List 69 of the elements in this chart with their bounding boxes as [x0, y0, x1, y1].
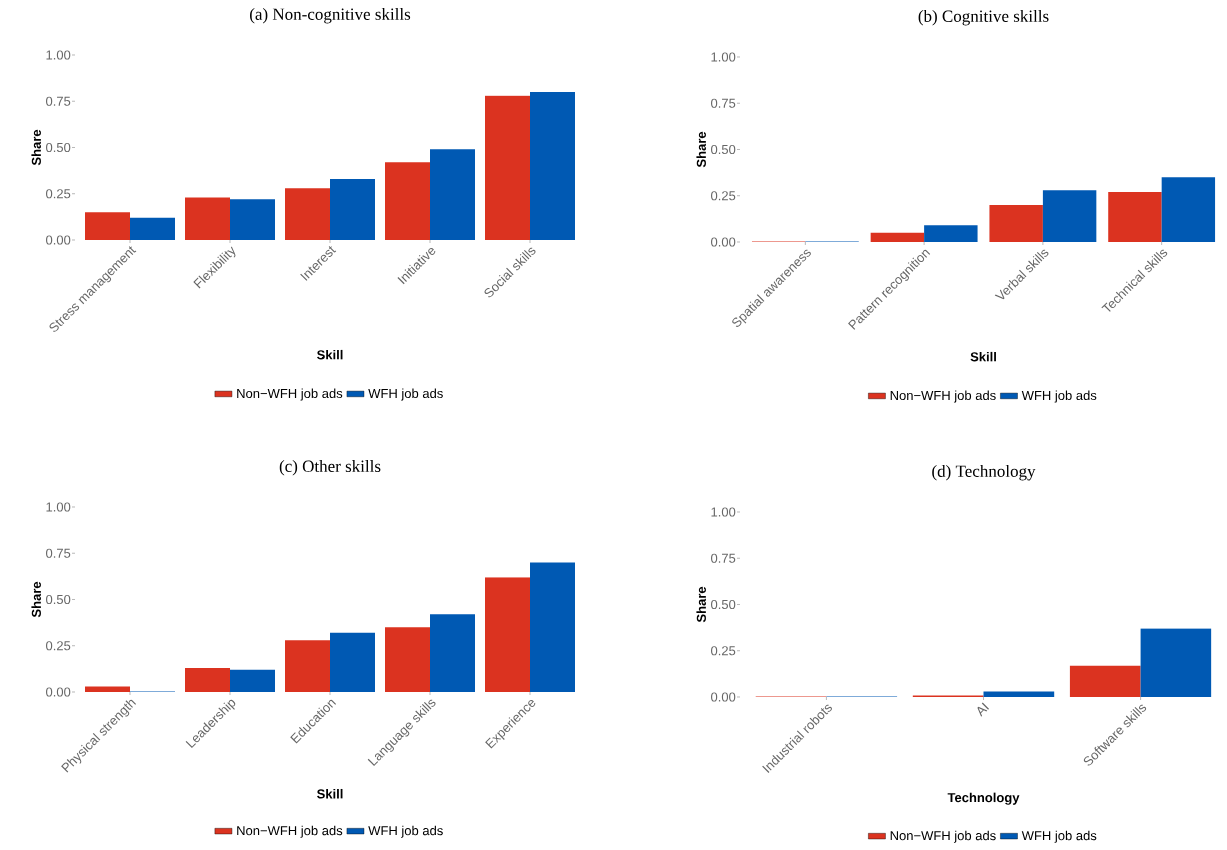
y-tick-label: 0.25: [711, 646, 736, 656]
y-tick-label: 1.00: [46, 50, 71, 60]
x-axis-title: Technology: [947, 792, 1020, 805]
bar: [485, 95, 531, 240]
bar: [185, 197, 231, 240]
y-tick-label: 0.25: [46, 189, 71, 199]
bar: [130, 217, 176, 240]
bar: [530, 91, 576, 240]
y-axis-title: Share: [31, 581, 41, 618]
legend-label: Non−WFH job ads: [237, 388, 343, 401]
bar: [385, 162, 431, 240]
legend-label: WFH job ads: [1021, 390, 1097, 403]
bar: [330, 178, 375, 240]
y-tick-label: 0.00: [46, 687, 71, 697]
y-axis-title: Share: [31, 129, 41, 166]
legend-label: WFH job ads: [368, 388, 443, 401]
x-axis-title: Skill: [317, 788, 343, 799]
bar: [530, 562, 576, 692]
bar: [989, 204, 1043, 242]
y-tick-label: 1.00: [711, 52, 736, 62]
chart-title: (b) Cognitive skills: [918, 9, 1049, 26]
y-axis-title: Share: [696, 586, 706, 623]
y-tick-label: 0.75: [46, 96, 71, 106]
bar: [1042, 190, 1097, 242]
y-tick-label: 0.25: [46, 641, 71, 651]
y-tick-label: 0.50: [46, 594, 71, 605]
chart-title: (d) Technology: [932, 464, 1036, 481]
legend-label: Non−WFH job ads: [890, 390, 996, 403]
bar: [285, 188, 330, 240]
bar: [185, 667, 231, 692]
bar: [85, 212, 131, 240]
bar: [430, 149, 475, 240]
y-tick-label: 0.00: [711, 692, 736, 702]
y-axis-title: Share: [696, 131, 706, 168]
y-tick-label: 0.00: [711, 237, 736, 247]
y-tick-label: 0.75: [711, 553, 736, 563]
legend-label: Non−WFH job ads: [890, 830, 996, 843]
y-tick-label: 0.75: [711, 98, 736, 108]
x-tick-label: AI: [977, 702, 989, 717]
y-tick-label: 1.00: [711, 507, 736, 517]
y-tick-label: 0.00: [46, 235, 71, 245]
y-tick-label: 0.50: [711, 599, 736, 610]
y-tick-label: 0.75: [46, 548, 71, 558]
bar: [1161, 177, 1216, 242]
bar: [385, 627, 431, 692]
bar: [924, 225, 978, 242]
bar: [330, 632, 375, 692]
bar: [285, 640, 330, 692]
bar: [85, 686, 131, 692]
chart-title: (a) Non-cognitive skills: [250, 7, 411, 24]
bar: [1108, 192, 1162, 242]
bar: [430, 614, 475, 692]
bar: [983, 691, 1055, 697]
bar: [230, 199, 276, 240]
bar: [485, 577, 531, 692]
x-axis-title: Skill: [317, 349, 343, 360]
y-tick-label: 0.50: [46, 142, 71, 153]
y-tick-label: 1.00: [46, 502, 71, 512]
y-tick-label: 0.25: [711, 191, 736, 201]
y-tick-label: 0.50: [711, 144, 736, 155]
bar: [870, 232, 925, 242]
legend-label: WFH job ads: [1021, 830, 1097, 843]
legend-label: WFH job ads: [368, 825, 443, 838]
x-axis-title: Skill: [970, 351, 996, 362]
bar: [1140, 628, 1212, 697]
legend-label: Non−WFH job ads: [237, 825, 343, 838]
bar: [1069, 665, 1141, 697]
chart-title: (c) Other skills: [279, 460, 381, 476]
bar: [230, 669, 276, 692]
